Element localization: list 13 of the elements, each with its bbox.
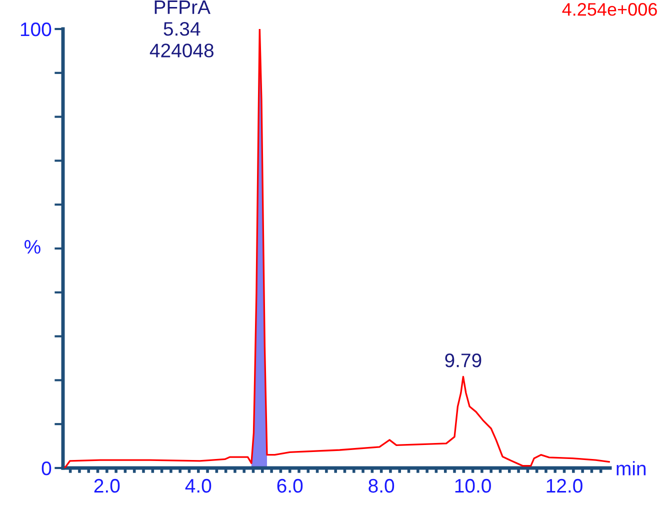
y-tick-label: 100 [20, 22, 52, 36]
x-tick-label: 2.0 [94, 478, 120, 493]
x-tick-label: 10.0 [455, 478, 491, 493]
y-tick-label: 0 [42, 461, 52, 476]
x-axis-title: min [616, 461, 646, 476]
x-tick-label: 8.0 [368, 478, 394, 493]
annotation: PFPrA 5.34 424048 [150, 0, 214, 58]
annotation: 9.79 [445, 354, 482, 368]
x-tick-label: 12.0 [546, 478, 582, 493]
text: 4.254e+006 [562, 3, 657, 16]
x-tick-label: 6.0 [277, 478, 303, 493]
y-axis-title: % [24, 240, 40, 254]
x-tick-label: 4.0 [185, 478, 212, 493]
